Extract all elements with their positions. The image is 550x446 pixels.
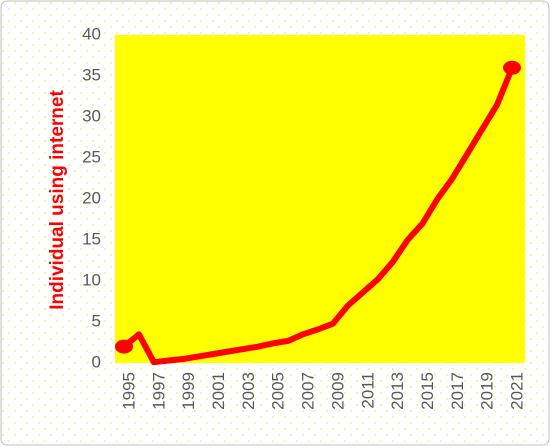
y-tick-label: 25 (82, 147, 101, 166)
y-tick-label: 5 (92, 311, 101, 330)
x-tick-label: 2021 (507, 372, 526, 410)
y-axis-label: Individual using internet (47, 90, 68, 310)
x-tick-label: 2013 (388, 372, 407, 410)
y-tick-label: 30 (82, 106, 101, 125)
x-tick-label: 2017 (448, 372, 467, 410)
x-tick-label: 2011 (358, 372, 377, 409)
y-tick-label: 20 (82, 188, 101, 207)
y-tick-label: 35 (82, 65, 101, 84)
y-tick-label: 15 (82, 229, 101, 248)
x-tick-label: 2001 (209, 372, 228, 410)
x-tick-label: 2009 (328, 372, 347, 410)
x-tick-label: 1999 (179, 372, 198, 410)
x-tick-label: 2003 (239, 372, 258, 410)
x-tick-label: 2015 (418, 372, 437, 410)
y-tick-label: 10 (82, 270, 101, 289)
plot-area (115, 35, 525, 363)
x-tick-label: 1997 (149, 372, 168, 410)
data-line (121, 64, 515, 366)
x-tick-label: 2005 (269, 372, 288, 410)
end-marker (115, 339, 133, 354)
end-marker (503, 60, 521, 75)
x-tick-label: 2019 (478, 372, 497, 410)
x-tick-label: 2007 (299, 372, 318, 410)
y-tick-label: 0 (92, 352, 101, 371)
x-tick-label: 1995 (119, 372, 138, 410)
y-tick-label: 40 (82, 24, 101, 43)
